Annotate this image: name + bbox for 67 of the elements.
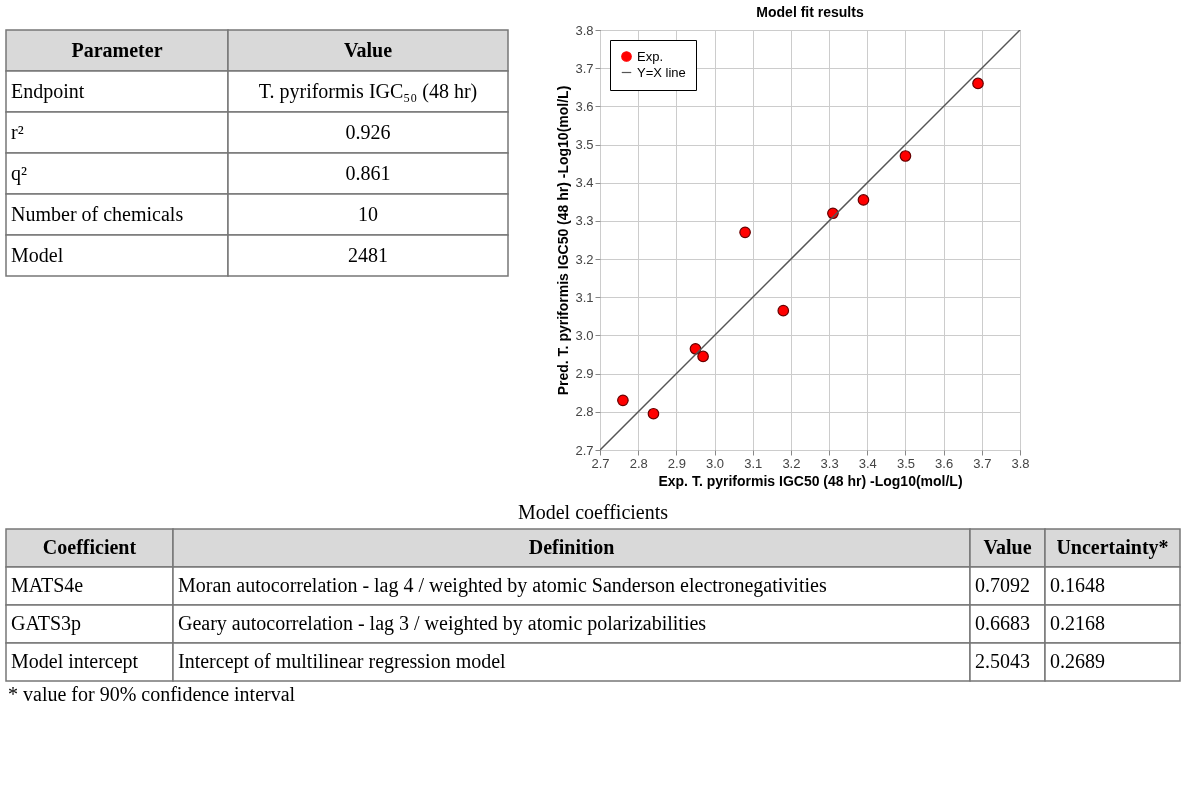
text: Model coefficients [517, 501, 669, 523]
point [899, 150, 912, 162]
text: q² [11, 161, 27, 185]
x-tick-label: 3.5 [896, 455, 915, 471]
text: 0.6683 [975, 612, 1030, 634]
x-tick-label: 2.8 [629, 455, 648, 471]
y-tick-label: 3.8 [575, 22, 594, 38]
x-axis-title: Exp. T. pyriformis IGC50 (48 hr) -Log10(mol/L) [658, 472, 963, 489]
text: Model [11, 243, 64, 266]
y-tick-label: 3.1 [575, 289, 594, 305]
legend-label: Exp. [637, 48, 664, 64]
text: 2481 [348, 243, 388, 266]
y-tick-label: 3.5 [575, 137, 594, 153]
text: 0.1648 [1050, 574, 1105, 596]
text: * value for 90% confidence interval [8, 683, 296, 705]
x-tick-label: 3.6 [935, 455, 954, 471]
y-tick-label: 2.9 [575, 366, 594, 382]
x-tick-label: 3.4 [858, 455, 877, 471]
legend-label: Y=X line [637, 64, 686, 80]
y-tick-label: 3.0 [575, 327, 594, 343]
y-tick-label: 3.4 [575, 175, 594, 191]
text: 0.926 [345, 120, 391, 143]
point [697, 350, 709, 363]
point [739, 226, 751, 239]
point [617, 394, 629, 407]
y-tick-label: 3.3 [575, 213, 594, 229]
text: GATS3p [11, 612, 82, 635]
point [857, 194, 870, 206]
text: 2.5043 [975, 650, 1030, 672]
x-tick-label: 3.0 [706, 455, 725, 471]
y-tick-label: 3.6 [575, 98, 594, 114]
y-tick-label: 3.7 [575, 60, 594, 76]
text: Endpoint [11, 79, 85, 103]
text: r² [11, 120, 24, 143]
text: 0.7092 [975, 574, 1030, 596]
category-label: Uncertainty* [1056, 536, 1169, 559]
x-tick-label: 2.9 [667, 455, 686, 471]
text: Geary autocorrelation - lag 3 / weighted by atomic polarizabilities [178, 612, 707, 635]
text: T. pyriformis IGC₅₀ (48 hr) [258, 79, 478, 103]
x-tick-label: 3.3 [820, 455, 839, 471]
text: Model intercept [11, 650, 139, 673]
category-label: Parameter [71, 38, 163, 61]
category-label: Coefficient [42, 536, 137, 558]
point [972, 77, 984, 90]
x-tick-label: 3.2 [782, 455, 801, 471]
category-label: Definition [528, 536, 615, 558]
text: 10 [358, 202, 378, 225]
text: Number of chemicals [11, 202, 184, 225]
x-tick-label: 3.1 [744, 455, 763, 471]
y-tick-label: 3.2 [575, 251, 594, 267]
text: Intercept of multilinear regression model [178, 650, 507, 673]
text: MATS4e [11, 574, 84, 596]
text: 0.2689 [1050, 650, 1105, 672]
point [777, 304, 790, 317]
text: 0.861 [345, 161, 391, 184]
y-tick-label: 2.8 [575, 404, 594, 420]
category-label: Value [983, 536, 1032, 558]
chart-title: Model fit results [756, 4, 864, 20]
text: Moran autocorrelation - lag 4 / weighted by atomic Sanderson electronegativities [178, 574, 827, 597]
x-tick-label: 2.7 [591, 455, 610, 471]
category-label: Value [343, 38, 393, 61]
x-tick-label: 3.8 [1011, 455, 1030, 471]
y-tick-label: 2.7 [575, 442, 594, 458]
y-axis-title: Pred. T. pyriformis IGC50 (48 hr) -Log10(mol/L) [555, 85, 572, 396]
text: 0.2168 [1050, 612, 1105, 634]
point [647, 407, 660, 420]
x-tick-label: 3.7 [973, 455, 992, 471]
